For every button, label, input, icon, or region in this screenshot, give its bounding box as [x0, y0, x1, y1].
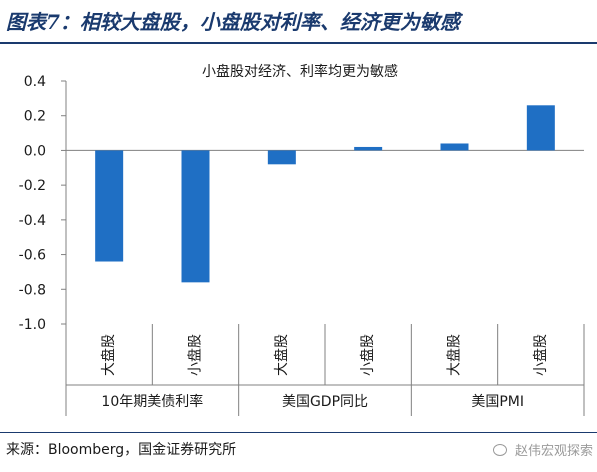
bar-chart: 小盘股对经济、利率均更为敏感 0.4 0.2 0.0 -0.2 -0.4 -0.6 -0.8… [19, 63, 585, 416]
category-label: 大盘股 [273, 334, 290, 376]
y-tick-label: 0.4 [24, 74, 46, 90]
category-label: 小盘股 [359, 334, 376, 376]
chart-title: 小盘股对经济、利率均更为敏感 [202, 63, 398, 80]
bar [354, 146, 383, 151]
bar [267, 150, 296, 165]
source-divider [0, 432, 597, 433]
bar [95, 150, 124, 262]
category-label: 大盘股 [446, 334, 463, 376]
axes: 0.4 0.2 0.0 -0.2 -0.4 -0.6 -0.8 -1.0 [19, 74, 585, 416]
figure-title: 图表7：相较大盘股，小盘股对利率、经济更为敏感 [6, 10, 460, 34]
group-label: 美国PMI [471, 394, 524, 410]
bar [181, 150, 210, 283]
y-tick-label: -0.6 [19, 248, 46, 264]
bar [526, 105, 555, 151]
bar [440, 143, 469, 151]
category-label: 小盘股 [187, 334, 204, 376]
y-tick-label: -1.0 [19, 317, 46, 333]
source-note: 来源：Bloomberg，国金证券研究所 [6, 442, 237, 458]
y-tick-label: -0.2 [19, 178, 46, 194]
category-label: 大盘股 [100, 334, 117, 376]
wechat-icon [493, 444, 509, 456]
y-tick-label: 0.0 [24, 143, 46, 159]
bars [95, 105, 555, 283]
group-label: 10年期美债利率 [101, 393, 203, 410]
y-tick-label: 0.2 [24, 109, 46, 125]
watermark-text: 赵伟宏观探索 [514, 444, 593, 459]
y-tick-label: -0.8 [19, 282, 46, 298]
group-label: 美国GDP同比 [282, 394, 368, 410]
watermark: 赵伟宏观探索 [493, 440, 593, 459]
y-tick-label: -0.4 [19, 213, 46, 229]
title-divider [0, 42, 597, 44]
category-label: 小盘股 [532, 334, 549, 376]
